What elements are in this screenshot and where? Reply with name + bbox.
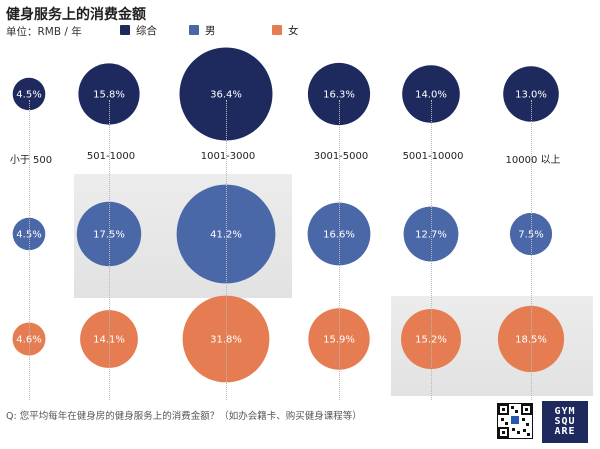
bubble <box>307 62 371 126</box>
connector-line <box>531 100 532 400</box>
bubble <box>509 212 553 256</box>
bubble-value-label: 4.5% <box>16 90 41 101</box>
connector-line <box>226 100 227 400</box>
legend-item-overall: 综合 <box>120 23 157 37</box>
connector-line <box>109 100 110 400</box>
category-label: 501-1000 <box>86 151 136 162</box>
chart-title: 健身服务上的消费金额 <box>6 7 146 23</box>
unit-label: 单位：RMB / 年 <box>6 26 82 38</box>
legend-swatch-female <box>272 25 282 35</box>
legend-label-male: 男 <box>205 24 216 37</box>
category-label: 小于 500 <box>9 155 53 166</box>
bubble <box>12 77 46 111</box>
connector-line <box>339 100 340 400</box>
bubble-value-label: 15.8% <box>93 90 125 101</box>
bubble-value-label: 13.0% <box>515 90 547 101</box>
legend-swatch-overall <box>120 25 130 35</box>
category-label: 10000 以上 <box>505 155 561 166</box>
bubble <box>78 63 140 125</box>
category-label: 1001-3000 <box>200 151 256 162</box>
legend-item-male: 男 <box>189 23 216 37</box>
legend-swatch-male <box>189 25 199 35</box>
gymsquare-logo: GYM SQU ARE <box>542 401 588 443</box>
connector-line <box>29 100 30 400</box>
bubble <box>308 308 370 370</box>
survey-question: Q: 您平均每年在健身房的健身服务上的消费金额？（如办会籍卡、购买健身课程等） <box>6 411 362 422</box>
category-label: 5001-10000 <box>402 151 464 162</box>
connector-line <box>431 100 432 400</box>
category-label: 3001-5000 <box>313 151 369 162</box>
bubble <box>179 47 273 141</box>
legend-item-female: 女 <box>272 23 299 37</box>
bubble-value-label: 16.3% <box>323 90 355 101</box>
bubble <box>497 305 565 373</box>
legend-label-female: 女 <box>288 24 299 37</box>
bubble <box>80 310 138 368</box>
bubble <box>402 65 460 123</box>
bubble <box>503 66 559 122</box>
qr-code <box>497 403 533 439</box>
bubble-value-label: 36.4% <box>210 90 242 101</box>
bubble-value-label: 14.0% <box>415 90 447 101</box>
legend-label-overall: 综合 <box>136 24 157 37</box>
